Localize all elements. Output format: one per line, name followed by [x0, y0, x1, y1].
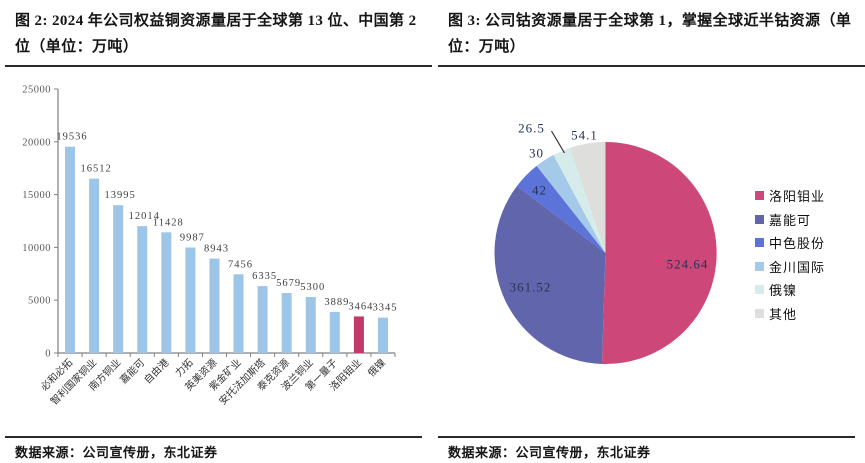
- bar-value-label: 5300: [300, 282, 325, 293]
- bar-value-label: 8943: [204, 244, 229, 255]
- figure-3-source-divider: 数据来源：公司宣传册，东北证券: [438, 436, 855, 461]
- legend-item: 中色股份: [755, 231, 825, 255]
- figure-2-source: 数据来源：公司宣传册，东北证券: [15, 445, 218, 460]
- bar-value-label: 3345: [372, 303, 397, 314]
- bar-category-label: 俄镍: [365, 356, 388, 379]
- bar: [257, 286, 268, 353]
- figure-2-source-divider: 数据来源：公司宣传册，东北证券: [5, 436, 422, 461]
- bar: [353, 316, 364, 353]
- pie-slice: [536, 154, 606, 253]
- legend-label: 俄镍: [769, 283, 798, 299]
- figure-2-title: 图 2: 2024 年公司权益铜资源量居于全球第 13 位、中国第 2 位（单位…: [5, 6, 432, 67]
- figure-3-source: 数据来源：公司宣传册，东北证券: [448, 445, 651, 460]
- figure-3-panel: 图 3: 公司钴资源量居于全球第 1，掌握全球近半钴资源（单位：万吨） 524.…: [433, 0, 865, 463]
- legend-item: 其他: [755, 302, 825, 326]
- pie-slice: [494, 186, 606, 364]
- legend-item: 金川国际: [755, 255, 825, 279]
- y-tick-label: 25000: [22, 85, 51, 96]
- pie-slice: [569, 142, 606, 253]
- bar: [89, 178, 100, 353]
- pie-slice: [601, 141, 717, 364]
- bar-value-label: 9987: [180, 233, 205, 244]
- legend-swatch: [755, 261, 764, 271]
- bar-value-label: 7456: [228, 259, 253, 270]
- figure-3-title: 图 3: 公司钴资源量居于全球第 1，掌握全球近半钴资源（单位：万吨）: [438, 6, 865, 67]
- bar-value-label: 19536: [56, 132, 87, 143]
- copper-bar-chart: 050001000015000200002500019536必和必拓16512智…: [22, 85, 397, 408]
- y-tick-label: 10000: [22, 243, 51, 254]
- bar-value-label: 13995: [105, 190, 136, 201]
- legend-label: 其他: [769, 306, 798, 322]
- bar-value-label: 16512: [80, 164, 111, 175]
- legend-label: 金川国际: [769, 259, 826, 275]
- bar-value-label: 5679: [276, 278, 301, 289]
- legend-label: 嘉能可: [769, 212, 812, 228]
- pie-slice: [516, 165, 606, 253]
- pie-legend: 洛阳钼业嘉能可中色股份金川国际俄镍其他: [755, 184, 825, 325]
- legend-swatch: [755, 308, 764, 318]
- pie-value-label: 361.52: [510, 280, 552, 295]
- legend-item: 俄镍: [755, 278, 825, 302]
- bar-value-label: 3464: [348, 301, 373, 312]
- bar: [161, 232, 172, 353]
- bar-value-label: 3889: [324, 297, 349, 308]
- y-tick-label: 0: [45, 349, 51, 360]
- bar: [329, 311, 340, 353]
- bar: [233, 274, 244, 353]
- bar-value-label: 12014: [129, 211, 160, 222]
- legend-item: 洛阳钼业: [755, 184, 825, 208]
- bar-category-label: 嘉能可: [117, 356, 147, 386]
- legend-swatch: [755, 285, 764, 295]
- bar: [137, 226, 148, 353]
- bar: [65, 146, 76, 353]
- bar: [113, 205, 124, 353]
- pie-value-label: 524.64: [667, 257, 709, 272]
- bar: [185, 247, 196, 353]
- pie-slice: [553, 147, 606, 253]
- legend-item: 嘉能可: [755, 208, 825, 232]
- y-tick-label: 5000: [28, 296, 51, 307]
- bar-value-label: 6335: [252, 271, 277, 282]
- figure-2-panel: 图 2: 2024 年公司权益铜资源量居于全球第 13 位、中国第 2 位（单位…: [0, 0, 432, 463]
- y-tick-label: 20000: [22, 137, 51, 148]
- legend-label: 中色股份: [769, 236, 826, 252]
- legend-swatch: [755, 238, 764, 248]
- pie-value-label: 30: [529, 146, 544, 161]
- bar: [305, 297, 316, 353]
- bar: [377, 317, 388, 353]
- y-tick-label: 15000: [22, 190, 51, 201]
- legend-label: 洛阳钼业: [769, 189, 826, 205]
- cobalt-pie-chart: 524.64 361.52 42 30 26.5 54.1: [494, 121, 717, 364]
- legend-swatch: [755, 191, 764, 201]
- bar-category-label: 自由港: [141, 356, 171, 386]
- bar: [281, 293, 292, 353]
- pie-leader-line: [550, 130, 566, 154]
- bar: [209, 258, 220, 353]
- pie-value-label: 54.1: [571, 128, 598, 143]
- pie-value-label: 42: [532, 183, 547, 198]
- bar-value-label: 11428: [153, 217, 184, 228]
- pie-value-label: 26.5: [518, 121, 545, 136]
- legend-swatch: [755, 214, 764, 224]
